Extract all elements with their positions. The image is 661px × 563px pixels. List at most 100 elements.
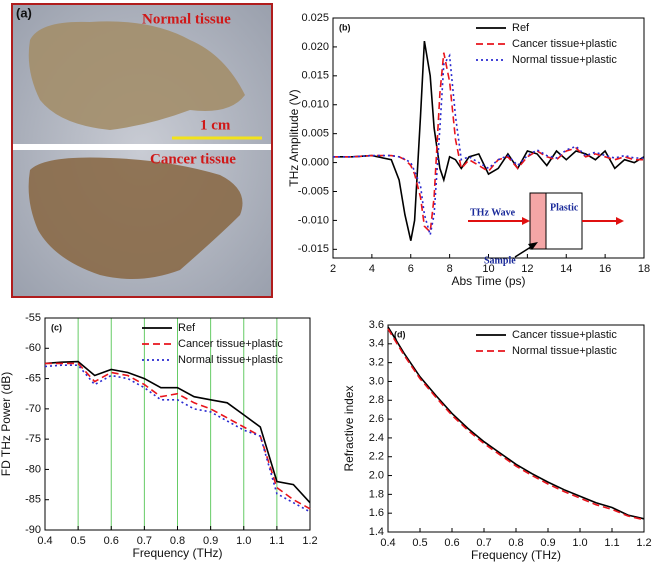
legend-label: Normal tissue+plastic (512, 345, 617, 357)
y-axis-title: THz Amplitude (V) (287, 89, 301, 186)
y-tick-label: 3.6 (369, 319, 384, 331)
series-line (333, 40, 645, 241)
panel-label: (b) (339, 22, 351, 32)
chart: 0.4 0.5 0.6 0.7 0.8 0.9 1.0 1.1 1.2 -90 -85 -80 -75 -… (0, 312, 318, 560)
y-tick-label: -85 (25, 494, 41, 506)
y-tick-label: 1.4 (369, 526, 384, 538)
x-tick-label: 16 (599, 263, 611, 275)
plot-frame (387, 324, 645, 533)
x-tick-label: 1.2 (636, 537, 651, 549)
y-tick-label: -90 (25, 524, 41, 536)
y-tick-label: 3.0 (369, 375, 384, 387)
x-tick-label: 0.8 (508, 537, 523, 549)
series-line (44, 364, 311, 513)
series-line (333, 53, 644, 236)
series-line (387, 328, 645, 521)
y-tick-label: 0.020 (301, 41, 329, 53)
y-tick-label: 1.6 (369, 507, 384, 519)
scale-label: 1 cm (200, 117, 231, 133)
photo-panel: (a) Normal tissue 1 cm Cancer tissue (11, 3, 273, 298)
plot-frame (44, 317, 311, 531)
arrow-head (616, 217, 624, 225)
annotation: Plastic (550, 202, 579, 213)
y-tick-label: 2.8 (369, 394, 384, 406)
x-tick-label: 1.2 (302, 535, 317, 547)
series-line (387, 326, 645, 520)
x-tick-label: 1.0 (236, 535, 251, 547)
y-tick-label: 3.2 (369, 357, 384, 369)
x-tick-label: 10 (482, 263, 494, 275)
y-tick-label: 0.015 (301, 70, 329, 82)
x-tick-label: 4 (369, 263, 375, 275)
tissue-cancer (28, 157, 243, 279)
x-tick-label: 1.1 (269, 535, 284, 547)
x-tick-label: 0.4 (37, 535, 52, 547)
x-tick-label: 14 (560, 263, 572, 275)
panel-label: (a) (16, 5, 32, 20)
x-axis-title: Frequency (THz) (471, 548, 561, 562)
photo-separator (13, 144, 271, 150)
x-tick-label: 0.4 (380, 537, 395, 549)
plastic-layer (545, 192, 583, 250)
y-tick-label: -80 (25, 463, 41, 475)
legend-label: Ref (512, 22, 530, 34)
y-tick-label: 2.6 (369, 413, 384, 425)
x-tick-label: 1.0 (572, 537, 587, 549)
y-tick-label: 3.4 (369, 338, 384, 350)
legend-label: Cancer tissue+plastic (512, 38, 617, 50)
series-line (44, 360, 311, 504)
legend-label: Normal tissue+plastic (512, 54, 617, 66)
legend-label: Normal tissue+plastic (178, 354, 283, 366)
y-tick-label: 2.0 (369, 469, 384, 481)
y-tick-label: -55 (25, 312, 41, 324)
x-tick-label: 2 (330, 263, 336, 275)
x-tick-label: 0.6 (104, 535, 119, 547)
legend-label: Ref (178, 322, 196, 334)
legend-label: Cancer tissue+plastic (512, 329, 617, 341)
y-tick-label: 2.4 (369, 432, 384, 444)
x-tick-label: 12 (521, 263, 533, 275)
plot-frame (332, 17, 645, 259)
inset-diagram: THz Wave Plastic Sample (468, 192, 624, 266)
x-tick-label: 1.1 (604, 537, 619, 549)
legend-label: Cancer tissue+plastic (178, 338, 283, 350)
y-tick-label: 0.025 (301, 12, 329, 24)
y-tick-label: 0.000 (301, 156, 329, 168)
y-axis-title: FD THz Power (dB) (0, 372, 13, 476)
x-tick-label: 18 (638, 263, 650, 275)
x-tick-label: 0.7 (476, 537, 491, 549)
x-axis-title: Abs Time (ps) (451, 274, 525, 288)
x-tick-label: 6 (408, 263, 414, 275)
x-axis-title: Frequency (THz) (132, 546, 222, 560)
y-tick-label: 1.8 (369, 488, 384, 500)
arrow-head (522, 217, 530, 225)
y-tick-label: 0.010 (301, 99, 329, 111)
x-tick-label: 0.9 (540, 537, 555, 549)
x-tick-label: 0.9 (203, 535, 218, 547)
x-tick-label: 0.7 (137, 535, 152, 547)
y-tick-label: -0.005 (298, 185, 329, 197)
annotation: THz Wave (470, 207, 516, 218)
y-tick-label: -0.010 (298, 214, 329, 226)
y-tick-label: -65 (25, 372, 41, 384)
y-tick-label: 0.005 (301, 128, 329, 140)
photo-label: Normal tissue (142, 11, 231, 27)
series-line (45, 362, 311, 510)
series-line (333, 52, 644, 234)
x-tick-label: 0.8 (170, 535, 185, 547)
tissue-normal (28, 21, 245, 131)
y-tick-label: -70 (25, 403, 41, 415)
x-tick-label: 0.5 (70, 535, 85, 547)
y-tick-label: -75 (25, 433, 41, 445)
photo-label: Cancer tissue (150, 151, 236, 167)
x-tick-label: 0.5 (412, 537, 427, 549)
annotation: Sample (484, 255, 516, 266)
chart: 2 4 6 8 10 12 14 16 18 -0.015 -0.010 -0.005 0.000 0.0… (287, 12, 650, 288)
y-tick-label: -0.015 (298, 243, 329, 255)
y-tick-label: 2.2 (369, 451, 384, 463)
x-tick-label: 0.6 (444, 537, 459, 549)
arrow-head (528, 242, 538, 250)
y-axis-title: Refractive index (342, 385, 356, 471)
